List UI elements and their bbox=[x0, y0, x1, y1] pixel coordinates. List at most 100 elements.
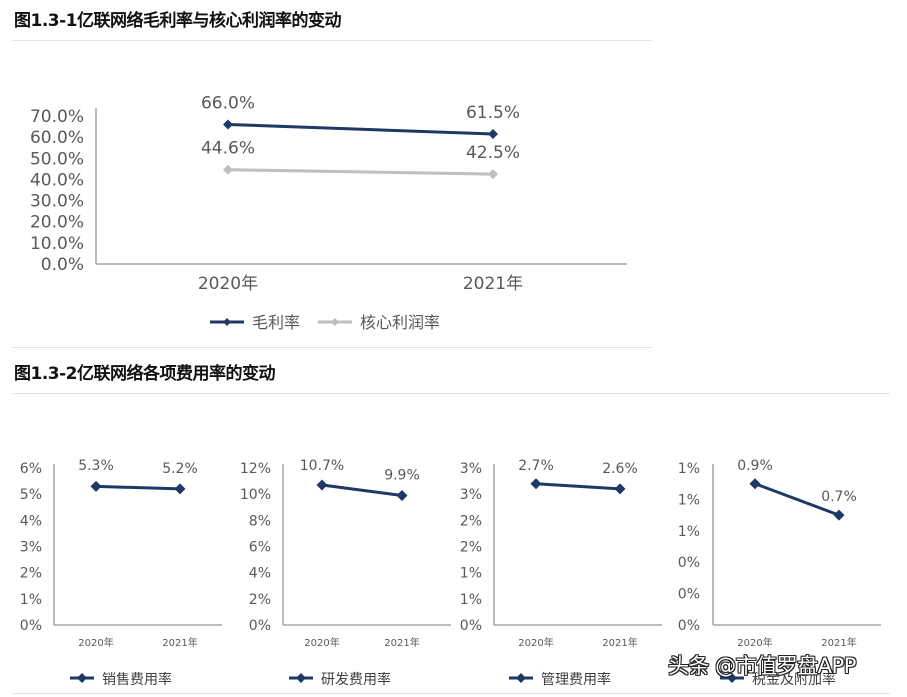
legend-item: 核心利润率 bbox=[318, 313, 440, 332]
legend-label: 销售费用率 bbox=[102, 671, 172, 688]
y-tick-label: 50.0% bbox=[30, 149, 84, 169]
x-tick-label: 2020年 bbox=[737, 636, 772, 649]
expense-ratio-chart-4: 1% 1% 1% 0% 0% 0% 2020年 2021年 0.9% 0.7% 税金及附加率 bbox=[678, 458, 881, 688]
y-tick-label: 4% bbox=[20, 513, 42, 529]
data-label: 2.7% bbox=[518, 458, 554, 474]
y-tick-label: 0% bbox=[460, 618, 482, 634]
y-tick-label: 30.0% bbox=[30, 192, 84, 212]
data-point-marker bbox=[488, 128, 498, 139]
y-tick-label: 0% bbox=[678, 555, 700, 571]
y-tick-label: 0% bbox=[249, 618, 271, 634]
x-tick-label: 2020年 bbox=[78, 636, 113, 649]
data-label: 0.7% bbox=[821, 489, 857, 505]
y-tick-label: 1% bbox=[460, 592, 482, 608]
y-tick-label: 10.0% bbox=[30, 234, 84, 254]
legend-label: 核心利润率 bbox=[360, 313, 440, 332]
expense-ratio-chart-2: 12% 10% 8% 6% 4% 2% 0% 2020年 2021年 10.7% 9.9% 研发费用率 bbox=[240, 458, 451, 688]
x-tick-label: 2021年 bbox=[602, 636, 637, 649]
data-label: 61.5% bbox=[466, 103, 520, 123]
expense-ratio-chart-3: 3% 3% 2% 2% 1% 1% 0% 2020年 2021年 2.7% 2.6% 管理费用率 bbox=[460, 458, 662, 688]
data-label: 2.6% bbox=[602, 461, 638, 477]
y-tick-label: 2% bbox=[20, 566, 42, 582]
x-tick-label: 2020年 bbox=[198, 274, 258, 294]
y-tick-label: 1% bbox=[20, 592, 42, 608]
y-tick-label: 0% bbox=[20, 618, 42, 634]
y-tick-label: 40.0% bbox=[30, 170, 84, 190]
x-tick-label: 2021年 bbox=[463, 274, 523, 294]
data-label: 9.9% bbox=[384, 467, 420, 483]
legend-item: 毛利率 bbox=[210, 313, 300, 332]
legend-marker-icon bbox=[516, 673, 526, 683]
y-tick-label: 6% bbox=[20, 461, 42, 477]
data-point-marker bbox=[749, 478, 761, 490]
legend-marker-icon bbox=[77, 673, 87, 683]
data-point-marker bbox=[316, 479, 328, 491]
y-tick-label: 2% bbox=[460, 513, 482, 529]
y-tick-label: 8% bbox=[249, 513, 271, 529]
y-tick-label: 70.0% bbox=[30, 107, 84, 127]
expense-ratio-chart-1: 6% 5% 4% 3% 2% 1% 0% 2020年 2021年 5.3% 5.2% 销售费用率 bbox=[20, 458, 222, 688]
data-point-marker bbox=[174, 483, 186, 495]
divider bbox=[12, 393, 890, 394]
y-tick-label: 3% bbox=[460, 487, 482, 503]
y-tick-label: 5% bbox=[20, 487, 42, 503]
data-label: 5.3% bbox=[78, 458, 114, 474]
y-tick-label: 4% bbox=[249, 566, 271, 582]
chart1-title: 图1.3-1亿联网络毛利率与核心利润率的变动 bbox=[14, 11, 342, 31]
data-label: 66.0% bbox=[201, 93, 255, 113]
legend-marker-icon bbox=[727, 673, 737, 683]
x-tick-label: 2021年 bbox=[821, 636, 856, 649]
y-tick-label: 10% bbox=[240, 487, 271, 503]
y-tick-label: 20.0% bbox=[30, 213, 84, 233]
x-tick-label: 2021年 bbox=[384, 636, 419, 649]
x-tick-label: 2020年 bbox=[518, 636, 553, 649]
legend-marker-icon bbox=[331, 318, 339, 326]
data-point-marker bbox=[530, 478, 542, 490]
data-point-marker bbox=[833, 509, 845, 521]
y-tick-label: 6% bbox=[249, 540, 271, 556]
legend-marker-icon bbox=[296, 673, 306, 683]
series-line bbox=[535, 482, 621, 491]
y-tick-label: 60.0% bbox=[30, 128, 84, 148]
series-line bbox=[227, 122, 494, 136]
data-point-marker bbox=[223, 119, 233, 130]
data-label: 10.7% bbox=[300, 458, 344, 474]
data-label: 5.2% bbox=[162, 461, 198, 477]
y-tick-label: 1% bbox=[460, 566, 482, 582]
data-point-marker bbox=[90, 480, 102, 492]
legend-item: 销售费用率 bbox=[70, 671, 172, 688]
legend-label: 管理费用率 bbox=[541, 671, 611, 688]
series-line bbox=[227, 168, 494, 176]
series-line bbox=[321, 483, 403, 497]
y-tick-label: 3% bbox=[460, 461, 482, 477]
data-label: 0.9% bbox=[737, 458, 773, 474]
divider bbox=[12, 693, 890, 694]
y-tick-label: 12% bbox=[240, 461, 271, 477]
y-tick-label: 1% bbox=[678, 461, 700, 477]
x-tick-label: 2021年 bbox=[162, 636, 197, 649]
data-point-marker bbox=[223, 164, 233, 175]
legend-item: 研发费用率 bbox=[289, 671, 391, 688]
series-line bbox=[95, 484, 181, 491]
y-tick-label: 0% bbox=[678, 618, 700, 634]
legend-label: 毛利率 bbox=[252, 313, 300, 332]
legend-label: 税金及附加率 bbox=[752, 671, 836, 688]
y-tick-label: 2% bbox=[460, 540, 482, 556]
watermark: 头条 @市值罗盘APP bbox=[668, 654, 856, 678]
data-label: 44.6% bbox=[201, 139, 255, 159]
data-point-marker bbox=[614, 483, 626, 495]
y-tick-label: 1% bbox=[678, 492, 700, 508]
y-tick-label: 1% bbox=[678, 524, 700, 540]
y-tick-label: 2% bbox=[249, 592, 271, 608]
legend-label: 研发费用率 bbox=[321, 671, 391, 688]
data-point-marker bbox=[488, 169, 498, 180]
x-tick-label: 2020年 bbox=[304, 636, 339, 649]
legend: 毛利率 核心利润率 bbox=[210, 313, 440, 332]
chart2-title: 图1.3-2亿联网络各项费用率的变动 bbox=[14, 364, 276, 384]
data-point-marker bbox=[396, 489, 408, 501]
y-tick-label: 3% bbox=[20, 540, 42, 556]
margin-line-chart: 70.0%60.0%50.0%40.0%30.0%20.0%10.0%0.0% 2… bbox=[30, 93, 627, 332]
data-label: 42.5% bbox=[466, 143, 520, 163]
legend-marker-icon bbox=[223, 318, 231, 326]
